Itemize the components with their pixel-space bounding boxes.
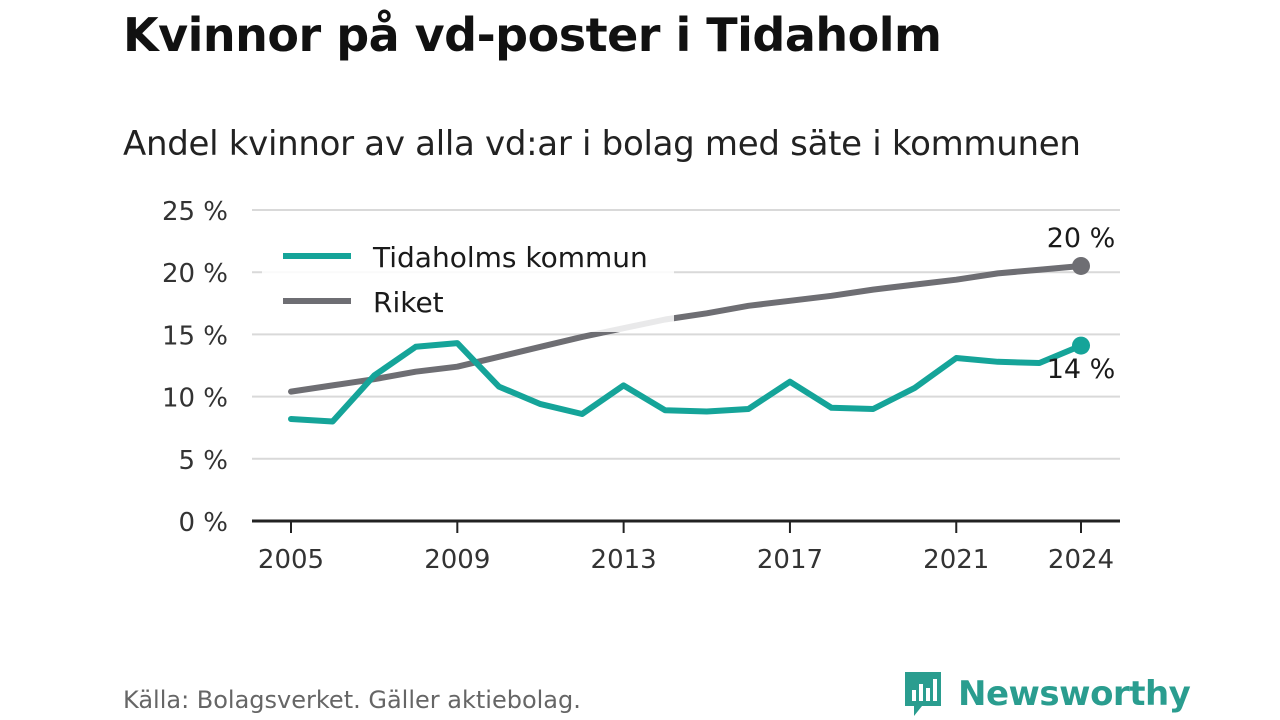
legend-background (262, 232, 674, 332)
chart-title: Kvinnor på vd-poster i Tidaholm (123, 8, 942, 62)
x-tick-label: 2009 (424, 545, 490, 575)
y-tick-label: 20 % (162, 259, 228, 289)
x-tick-label: 2024 (1048, 545, 1114, 575)
series-line-tidaholm (288, 340, 1084, 425)
x-tick-label: 2021 (923, 545, 989, 575)
y-tick-label: 5 % (178, 446, 228, 476)
endpoint-tidaholm (1072, 336, 1090, 355)
y-tick-label: 15 % (162, 321, 228, 351)
y-tick-label: 10 % (162, 384, 228, 414)
x-tick-label: 2005 (258, 545, 324, 575)
source-note: Källa: Bolagsverket. Gäller aktiebolag. (123, 686, 581, 714)
x-tick-label: 2013 (591, 545, 657, 575)
x-tick-label: 2017 (757, 545, 823, 575)
end-label-riket: 20 % (1047, 223, 1116, 254)
y-tick-label: 25 % (162, 197, 228, 227)
chart-subtitle: Andel kvinnor av alla vd:ar i bolag med … (123, 124, 1081, 164)
newsworthy-logo-icon (905, 672, 941, 716)
end-label-tidaholm: 14 % (1047, 354, 1116, 385)
legend-label-riket: Riket (373, 286, 444, 319)
legend-label-tidaholm: Tidaholms kommun (372, 241, 648, 274)
brand-logo: Newsworthy (902, 670, 1191, 718)
endpoint-riket (1072, 256, 1090, 275)
series-line-riket (288, 263, 1084, 395)
brand-name: Newsworthy (958, 674, 1191, 714)
y-tick-label: 0 % (178, 508, 228, 538)
